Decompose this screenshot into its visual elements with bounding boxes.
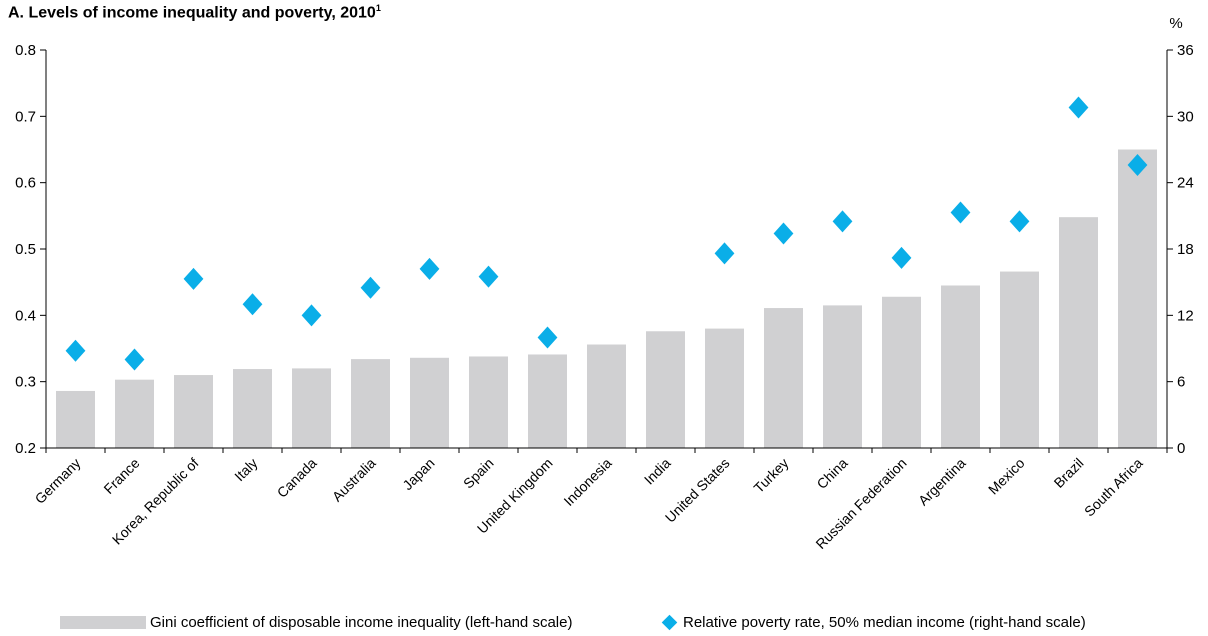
left-tick-label: 0.7 (15, 108, 36, 125)
bar (174, 375, 213, 448)
poverty-diamond (1068, 96, 1089, 119)
poverty-diamond (714, 242, 735, 265)
legend-item-diamonds: Relative poverty rate, 50% median income… (660, 614, 1086, 631)
poverty-diamond (537, 326, 558, 349)
x-tick-label: Mexico (985, 455, 1028, 498)
bar (410, 357, 449, 448)
poverty-diamond (773, 222, 794, 245)
x-tick-label: Brazil (1051, 455, 1087, 491)
right-tick-label: 24 (1177, 175, 1194, 192)
poverty-diamond (832, 210, 853, 233)
poverty-diamond (891, 246, 912, 269)
bar (292, 368, 331, 448)
legend-item-bars: Gini coefficient of disposable income in… (60, 614, 572, 631)
x-tick-label: China (813, 455, 850, 492)
bar (1118, 149, 1157, 448)
bar (56, 390, 95, 448)
poverty-diamond (1009, 210, 1030, 233)
poverty-diamond (124, 348, 145, 371)
poverty-diamond (65, 339, 86, 362)
bar (469, 356, 508, 448)
x-tick-label: Japan (399, 455, 437, 493)
bar (882, 296, 921, 448)
bar (233, 369, 272, 448)
x-tick-label: South Africa (1081, 455, 1146, 520)
left-tick-label: 0.3 (15, 374, 36, 391)
x-tick-label: Germany (32, 455, 84, 507)
right-tick-label: 30 (1177, 108, 1194, 125)
chart-title: A. Levels of income inequality and pover… (8, 3, 381, 22)
legend-diamond-label: Relative poverty rate, 50% median income… (683, 614, 1086, 631)
left-tick-label: 0.6 (15, 175, 36, 192)
title-footnote-marker: 1 (375, 3, 381, 13)
x-tick-label: Indonesia (560, 455, 614, 509)
diamonds-layer (65, 96, 1148, 371)
poverty-diamond (360, 276, 381, 299)
left-tick-label: 0.8 (15, 42, 36, 59)
poverty-diamond (242, 293, 263, 316)
right-axis-unit: % (1169, 15, 1182, 32)
poverty-diamond (950, 201, 971, 224)
x-tick-label: Argentina (915, 455, 969, 509)
right-tick-label: 6 (1177, 374, 1185, 391)
left-tick-label: 0.5 (15, 241, 36, 258)
right-tick-label: 36 (1177, 42, 1194, 59)
right-tick-label: 0 (1177, 440, 1185, 457)
legend-diamond-swatch (661, 614, 678, 631)
bars-layer (56, 149, 1157, 448)
right-tick-label: 18 (1177, 241, 1194, 258)
bar (351, 359, 390, 448)
x-tick-label: Turkey (750, 455, 791, 496)
bar (587, 344, 626, 448)
left-tick-label: 0.4 (15, 307, 36, 324)
bar (705, 328, 744, 448)
bar (528, 354, 567, 448)
bar (1059, 217, 1098, 448)
x-tick-label: Spain (460, 455, 497, 492)
bar (646, 331, 685, 448)
x-tick-label: Italy (231, 455, 260, 484)
poverty-diamond (183, 267, 204, 290)
left-tick-label: 0.2 (15, 440, 36, 457)
bar (764, 308, 803, 448)
poverty-diamond (419, 257, 440, 280)
bar (115, 379, 154, 448)
legend-bar-label: Gini coefficient of disposable income in… (150, 614, 573, 631)
bar (823, 305, 862, 448)
poverty-diamond (301, 304, 322, 327)
poverty-diamond (478, 265, 499, 288)
right-tick-label: 12 (1177, 307, 1194, 324)
x-tick-label: Canada (274, 455, 320, 501)
x-tick-label: France (100, 455, 142, 497)
bar (941, 285, 980, 448)
poverty-diamond (1127, 153, 1148, 176)
x-tick-label: Australia (329, 455, 379, 505)
bar (1000, 271, 1039, 448)
legend-bar-swatch (60, 616, 146, 629)
x-tick-label: India (641, 455, 674, 488)
